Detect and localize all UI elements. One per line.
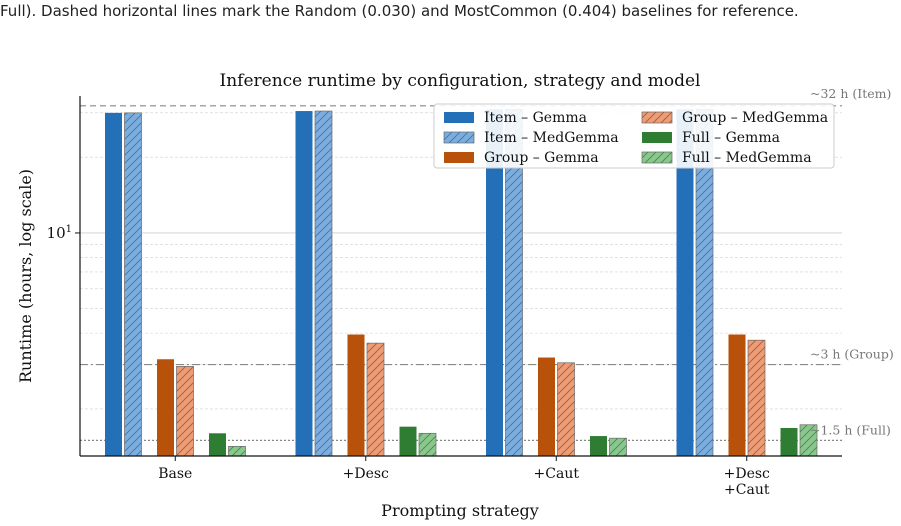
bar <box>366 342 385 456</box>
reference-line-label: ~3 h (Group) <box>810 347 894 362</box>
legend-swatch <box>444 112 474 123</box>
legend-swatch <box>642 132 672 143</box>
bar <box>295 111 313 456</box>
bar <box>347 334 365 456</box>
bar <box>780 427 798 456</box>
bar <box>228 445 246 456</box>
x-axis-label: Prompting strategy <box>381 501 539 520</box>
legend-swatch <box>641 111 673 124</box>
reference-line-labels: ~32 h (Item) ~3 h (Group) ~1.5 h (Full) <box>810 86 894 438</box>
bar <box>538 357 555 456</box>
x-tick-labels: Base +Desc +Caut +Desc +Caut <box>158 456 770 498</box>
bars <box>105 108 818 456</box>
legend-label: Item – Gemma <box>484 110 587 126</box>
legend: Item – Gemma Item – MedGemma Group – Gemma… <box>433 103 835 169</box>
legend-swatch <box>443 131 475 144</box>
reference-line-label: ~32 h (Item) <box>810 86 891 101</box>
bar <box>105 112 122 456</box>
bar <box>157 359 174 456</box>
bar <box>314 110 333 456</box>
bar <box>557 362 575 456</box>
bar <box>486 109 503 456</box>
bar <box>676 109 694 456</box>
reference-line-label: ~1.5 h (Full) <box>810 422 891 437</box>
legend-label: Full – Gemma <box>682 130 780 146</box>
y-tick-label: 101 <box>47 224 72 242</box>
x-tick-label: +Caut <box>534 466 580 482</box>
legend-label: Full – MedGemma <box>682 150 812 166</box>
legend-swatch <box>444 152 474 163</box>
bar <box>747 339 766 456</box>
bar <box>176 366 194 456</box>
chart-title: Inference runtime by configuration, stra… <box>219 71 700 91</box>
bar <box>418 432 437 456</box>
legend-swatch <box>641 151 673 164</box>
x-tick-label: Base <box>158 466 192 482</box>
legend-label: Item – MedGemma <box>484 130 619 146</box>
legend-label: Group – Gemma <box>484 150 599 166</box>
y-tick-labels: 101 <box>47 224 80 242</box>
y-axis-label: Runtime (hours, log scale) <box>16 169 35 383</box>
bar <box>399 426 417 456</box>
legend-label: Group – MedGemma <box>682 110 828 126</box>
axes <box>79 96 842 457</box>
bar <box>728 334 746 456</box>
bar <box>124 112 142 456</box>
x-tick-label: +Desc +Caut <box>724 466 770 498</box>
figure-caption-text: Full). Dashed horizontal lines mark the … <box>0 2 799 20</box>
x-tick-label: +Desc <box>343 466 389 482</box>
bar <box>209 433 226 456</box>
bar <box>590 436 607 456</box>
legend-box <box>433 103 835 169</box>
bar <box>609 437 627 456</box>
